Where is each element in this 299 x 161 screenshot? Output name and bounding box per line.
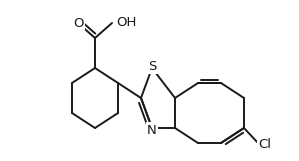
Text: OH: OH (116, 15, 136, 28)
Text: N: N (147, 123, 157, 137)
Text: O: O (73, 16, 83, 29)
Text: S: S (148, 60, 156, 72)
Text: Cl: Cl (258, 138, 271, 152)
